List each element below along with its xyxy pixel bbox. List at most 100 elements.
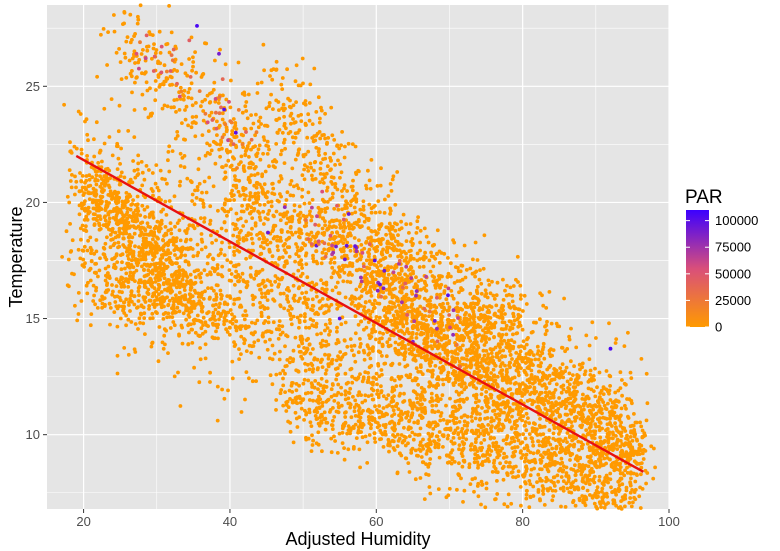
data-point: [98, 256, 102, 261]
data-point: [207, 100, 212, 105]
data-point: [370, 284, 375, 289]
data-point: [110, 292, 115, 297]
data-point: [474, 370, 479, 375]
data-point: [182, 165, 187, 170]
data-point: [139, 312, 144, 317]
data-point: [273, 274, 278, 278]
data-point: [203, 245, 208, 250]
data-point: [601, 392, 606, 396]
data-point: [69, 185, 74, 190]
data-point: [541, 402, 546, 407]
data-point: [350, 348, 354, 353]
data-point: [406, 461, 411, 465]
data-point: [588, 373, 593, 377]
data-point: [335, 451, 340, 455]
data-point: [146, 241, 151, 246]
data-point: [251, 121, 256, 126]
data-point: [588, 368, 593, 373]
data-point: [273, 279, 278, 284]
data-point: [292, 209, 297, 213]
data-point: [308, 209, 312, 214]
data-point: [326, 342, 331, 347]
data-point: [142, 268, 146, 272]
data-point: [79, 299, 84, 303]
data-point: [110, 226, 115, 231]
data-point: [169, 283, 173, 288]
data-point: [567, 337, 572, 342]
data-point: [280, 275, 285, 280]
data-point: [402, 357, 407, 362]
data-point: [277, 327, 282, 332]
data-point: [151, 193, 155, 198]
data-point: [124, 39, 129, 44]
data-point: [449, 349, 454, 354]
data-point: [145, 48, 150, 53]
data-point: [125, 277, 130, 282]
data-point: [266, 200, 271, 205]
data-point: [167, 278, 171, 283]
data-point: [231, 117, 236, 121]
data-point: [143, 215, 148, 219]
data-point: [414, 336, 419, 340]
data-point: [491, 418, 496, 423]
data-point: [187, 57, 192, 61]
data-point: [297, 318, 302, 323]
data-point: [76, 312, 81, 316]
data-point: [94, 192, 99, 197]
data-point: [160, 82, 165, 86]
data-point: [167, 199, 172, 203]
data-point: [548, 363, 553, 368]
data-point: [549, 321, 554, 326]
data-point: [508, 305, 513, 310]
data-point: [220, 146, 224, 151]
data-point: [320, 365, 325, 369]
data-point: [461, 446, 466, 451]
data-point: [493, 320, 498, 325]
data-point: [326, 297, 330, 301]
data-point: [313, 379, 318, 383]
data-point: [497, 358, 502, 362]
data-point: [73, 192, 77, 197]
data-point: [473, 400, 478, 405]
data-point: [624, 406, 628, 411]
data-point: [138, 213, 143, 218]
data-point: [376, 260, 381, 265]
data-point: [254, 165, 258, 169]
data-point: [549, 378, 554, 383]
data-point: [98, 149, 103, 153]
data-point: [200, 190, 204, 195]
data-point: [223, 170, 228, 175]
data-point: [295, 315, 300, 320]
data-point: [257, 231, 262, 236]
data-point: [370, 277, 375, 282]
data-point: [144, 245, 148, 250]
data-point: [415, 251, 420, 256]
data-point: [217, 305, 221, 309]
data-point: [427, 304, 432, 308]
data-point: [598, 421, 603, 425]
data-point: [147, 298, 152, 303]
data-point: [550, 446, 555, 451]
data-point: [343, 295, 348, 300]
data-point: [538, 458, 543, 462]
data-point: [287, 245, 292, 250]
data-point: [203, 356, 208, 361]
data-point: [386, 272, 391, 277]
data-point: [308, 351, 313, 356]
data-point: [275, 244, 280, 249]
data-point: [299, 354, 303, 359]
data-point: [277, 127, 282, 132]
data-point: [196, 291, 201, 296]
data-point: [233, 283, 237, 287]
data-point: [343, 392, 348, 397]
data-point: [167, 4, 172, 8]
data-point: [232, 302, 237, 306]
data-point: [422, 296, 427, 301]
data-point: [395, 444, 400, 449]
data-point: [540, 293, 544, 298]
data-point: [407, 347, 411, 352]
data-point: [231, 222, 236, 226]
data-point: [94, 238, 99, 242]
data-point: [203, 41, 207, 46]
data-point: [638, 506, 643, 510]
